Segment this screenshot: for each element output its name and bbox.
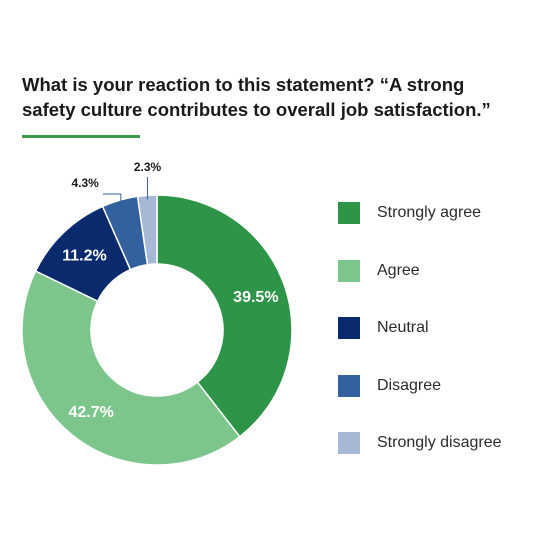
legend-swatch: [338, 432, 360, 454]
slice-agree: [21, 269, 241, 466]
legend-swatch: [338, 259, 360, 282]
legend-swatch: [338, 374, 360, 397]
data-label-disagree: 4.3%: [71, 176, 99, 190]
data-label-agree: 42.7%: [68, 404, 113, 421]
leader-line-disagree: [102, 193, 122, 205]
slice-strongly-agree: [156, 194, 293, 438]
data-label-strongly-agree: 39.5%: [233, 289, 278, 306]
legend-label: Strongly disagree: [377, 434, 502, 451]
legend-label: Strongly agree: [377, 204, 482, 221]
legend-label: Agree: [377, 261, 420, 279]
legend-swatch: [338, 202, 360, 224]
title-underline: [22, 135, 140, 138]
slice-strongly-disagree: [136, 194, 158, 266]
chart-title: What is your reaction to this statement?…: [22, 74, 491, 120]
data-label-strongly-disagree: 2.3%: [134, 160, 162, 174]
legend-swatch: [338, 317, 360, 339]
data-label-neutral: 11.2%: [62, 248, 106, 265]
legend-label: Disagree: [377, 376, 442, 394]
legend-label: Neutral: [377, 319, 429, 336]
